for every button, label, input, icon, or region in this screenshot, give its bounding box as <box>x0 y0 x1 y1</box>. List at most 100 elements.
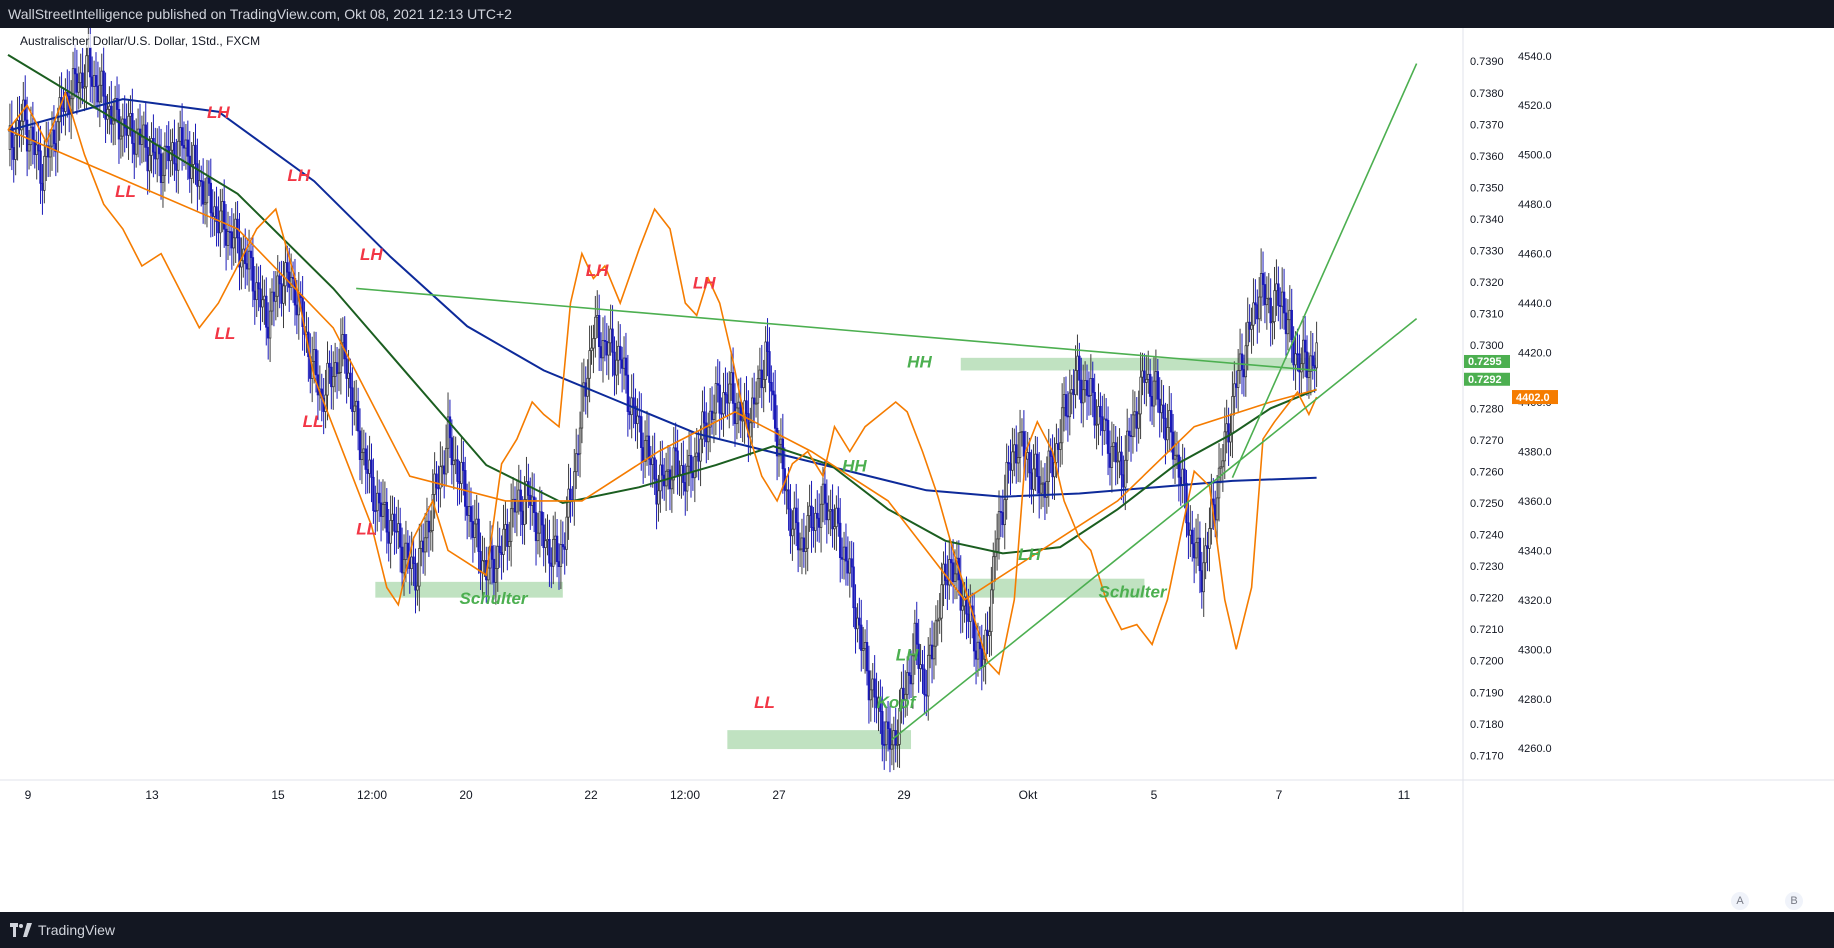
candle-body <box>1108 453 1112 468</box>
candle-body <box>984 629 987 660</box>
candle-body <box>716 383 719 386</box>
index-tick-label: 4520.0 <box>1518 100 1552 112</box>
candle-body <box>928 644 932 656</box>
candle-body <box>1106 420 1110 454</box>
candle-body <box>1060 407 1064 444</box>
candle-body <box>184 139 188 149</box>
candle-body <box>1093 391 1096 426</box>
candle-body <box>596 315 599 318</box>
candle-body <box>278 275 281 285</box>
candle-body <box>31 126 35 141</box>
candle-body <box>362 448 366 453</box>
time-tick-label: 22 <box>584 788 598 802</box>
candle-body <box>295 304 299 316</box>
candle-body <box>1303 339 1307 353</box>
candle-body <box>1101 416 1104 432</box>
candle-body <box>1085 380 1089 396</box>
candle-body <box>92 75 96 87</box>
pattern-label: HH <box>907 352 932 371</box>
candle-body <box>1275 283 1278 292</box>
candle-body <box>249 250 253 258</box>
candle-body <box>796 522 800 551</box>
candle-body <box>886 721 890 730</box>
candle-body <box>559 544 563 567</box>
candle-body <box>286 262 289 273</box>
pattern-label: Schulter <box>460 589 529 608</box>
chart-area[interactable]: LH LL LH LL LH LL LL LH LH LL HH HH LH Kopf Schulter LH… <box>0 28 1834 912</box>
candle-body <box>831 509 834 530</box>
candle-body <box>904 693 907 700</box>
candle-body <box>366 469 369 474</box>
candle-body <box>557 561 561 567</box>
price-tick-label: 0.7240 <box>1470 530 1504 542</box>
candle-body <box>544 540 547 549</box>
candle-body <box>146 146 149 172</box>
auto-scale-button[interactable]: A <box>1731 892 1749 910</box>
candle-body <box>1198 537 1202 572</box>
candle-body <box>418 548 421 587</box>
candle-body <box>592 338 595 349</box>
candle-body <box>1286 319 1290 335</box>
candle-body <box>812 527 815 531</box>
candle-body <box>523 499 526 525</box>
candle-body <box>647 435 651 460</box>
candle-body <box>1160 404 1163 414</box>
candle-body <box>684 482 687 492</box>
candle-body <box>1191 529 1194 545</box>
candle-body <box>861 648 865 651</box>
price-tick-label: 0.7220 <box>1470 593 1504 605</box>
candle-body <box>825 502 829 521</box>
candle-body <box>787 489 790 510</box>
candle-body <box>211 212 214 217</box>
time-tick-label: 20 <box>459 788 473 802</box>
candle-body <box>1170 410 1173 433</box>
candle-body <box>1076 355 1079 371</box>
candle-body <box>619 345 622 361</box>
candle-body <box>110 105 113 125</box>
candle-body <box>521 510 524 525</box>
candle-body <box>605 341 609 356</box>
candle-body <box>29 126 33 146</box>
tradingview-logo[interactable]: TradingView <box>0 922 115 938</box>
candle-body <box>481 560 484 574</box>
index-tick-label: 4380.0 <box>1518 446 1552 458</box>
price-tick-label: 0.7180 <box>1470 719 1504 731</box>
candle-body <box>976 641 980 660</box>
candle-body <box>823 483 827 504</box>
candle-body <box>575 453 578 473</box>
price-tick-label: 0.7300 <box>1470 340 1504 352</box>
price-tick-label: 0.7350 <box>1470 182 1504 194</box>
index-tick-label: 4480.0 <box>1518 199 1552 211</box>
candle-body <box>238 237 241 268</box>
candle-body <box>850 558 853 568</box>
candle-body <box>1064 394 1068 417</box>
candle-body <box>1139 376 1142 415</box>
candle-body <box>651 457 654 466</box>
candle-body <box>435 473 438 489</box>
candle-body <box>1104 418 1108 421</box>
candle-body <box>613 351 616 376</box>
candle-body <box>504 524 507 530</box>
candle-body <box>479 551 482 574</box>
candle-body <box>925 694 928 697</box>
candle-body <box>224 228 228 246</box>
candle-body <box>259 288 262 308</box>
candle-body <box>377 492 381 504</box>
candle-body <box>990 589 993 632</box>
time-tick-label: 15 <box>271 788 285 802</box>
candle-body <box>1001 512 1005 526</box>
candle-body <box>140 136 144 145</box>
pattern-label: LL <box>115 182 136 201</box>
candle-body <box>1168 410 1171 428</box>
candle-body <box>506 524 509 547</box>
log-scale-button[interactable]: B <box>1785 892 1803 910</box>
candle-body <box>1248 321 1251 330</box>
candle-body <box>770 382 773 392</box>
candle-body <box>391 513 394 521</box>
candle-body <box>71 68 75 100</box>
candle-body <box>1284 312 1288 335</box>
candle-body <box>703 411 706 424</box>
candle-body <box>754 402 758 405</box>
price-chart[interactable]: LH LL LH LL LH LL LL LH LH LL HH HH LH Kopf Schulter LH… <box>0 28 1834 912</box>
candle-body <box>152 138 155 153</box>
